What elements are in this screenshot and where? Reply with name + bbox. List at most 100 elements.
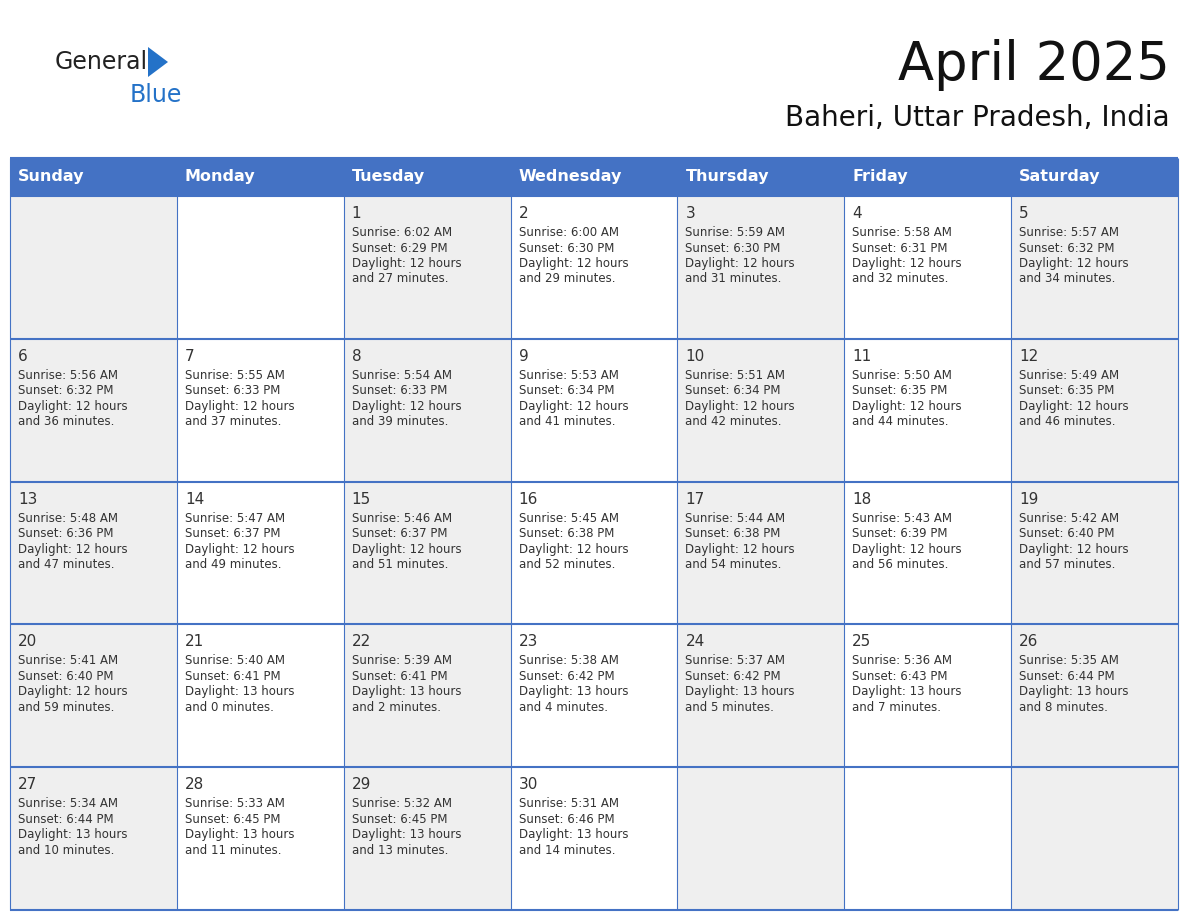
Text: Sunrise: 5:45 AM: Sunrise: 5:45 AM [519,511,619,524]
Text: 29: 29 [352,778,371,792]
Text: 14: 14 [185,492,204,507]
Text: Daylight: 12 hours: Daylight: 12 hours [519,543,628,555]
Bar [1011,624,1178,767]
Text: Daylight: 12 hours: Daylight: 12 hours [1019,400,1129,413]
Text: Blue: Blue [129,83,183,107]
Text: and 59 minutes.: and 59 minutes. [18,701,114,714]
Bar [511,339,677,482]
Text: Sunset: 6:32 PM: Sunset: 6:32 PM [18,385,114,397]
Text: Sunrise: 5:55 AM: Sunrise: 5:55 AM [185,369,285,382]
Bar [177,339,343,482]
Text: Sunset: 6:40 PM: Sunset: 6:40 PM [18,670,114,683]
Text: Sunrise: 5:38 AM: Sunrise: 5:38 AM [519,655,619,667]
Text: and 7 minutes.: and 7 minutes. [852,701,941,714]
Text: Sunset: 6:32 PM: Sunset: 6:32 PM [1019,241,1114,254]
Bar [845,767,1011,910]
Text: Sunrise: 5:48 AM: Sunrise: 5:48 AM [18,511,118,524]
Text: and 32 minutes.: and 32 minutes. [852,273,949,285]
Text: and 27 minutes.: and 27 minutes. [352,273,448,285]
Text: 7: 7 [185,349,195,364]
Text: 30: 30 [519,778,538,792]
Text: Sunrise: 5:33 AM: Sunrise: 5:33 AM [185,797,285,811]
Text: Thursday: Thursday [685,170,769,185]
Text: 11: 11 [852,349,872,364]
Text: 22: 22 [352,634,371,649]
Text: 1: 1 [352,206,361,221]
Text: and 29 minutes.: and 29 minutes. [519,273,615,285]
Bar [10,482,177,624]
Text: and 49 minutes.: and 49 minutes. [185,558,282,571]
Text: 6: 6 [18,349,27,364]
Bar [1011,196,1178,339]
Text: Daylight: 12 hours: Daylight: 12 hours [685,257,795,270]
Text: and 52 minutes.: and 52 minutes. [519,558,615,571]
Text: Sunrise: 5:47 AM: Sunrise: 5:47 AM [185,511,285,524]
Text: Daylight: 13 hours: Daylight: 13 hours [185,686,295,699]
Text: and 37 minutes.: and 37 minutes. [185,415,282,429]
Text: and 2 minutes.: and 2 minutes. [352,701,441,714]
Text: Sunset: 6:44 PM: Sunset: 6:44 PM [1019,670,1114,683]
Bar [10,339,177,482]
Bar [177,196,343,339]
Text: Sunset: 6:34 PM: Sunset: 6:34 PM [685,385,781,397]
Text: 3: 3 [685,206,695,221]
Polygon shape [148,47,168,77]
Text: and 46 minutes.: and 46 minutes. [1019,415,1116,429]
Text: Sunset: 6:39 PM: Sunset: 6:39 PM [852,527,948,540]
Text: Saturday: Saturday [1019,170,1100,185]
Bar [10,158,1178,196]
Text: and 10 minutes.: and 10 minutes. [18,844,114,856]
Text: 23: 23 [519,634,538,649]
Text: and 57 minutes.: and 57 minutes. [1019,558,1116,571]
Text: 13: 13 [18,492,37,507]
Text: Daylight: 12 hours: Daylight: 12 hours [352,543,461,555]
Text: and 47 minutes.: and 47 minutes. [18,558,114,571]
Text: Sunset: 6:37 PM: Sunset: 6:37 PM [185,527,280,540]
Text: and 13 minutes.: and 13 minutes. [352,844,448,856]
Text: Sunrise: 5:53 AM: Sunrise: 5:53 AM [519,369,619,382]
Bar [845,196,1011,339]
Text: Daylight: 12 hours: Daylight: 12 hours [352,257,461,270]
Text: Sunset: 6:45 PM: Sunset: 6:45 PM [352,812,447,825]
Text: Sunset: 6:44 PM: Sunset: 6:44 PM [18,812,114,825]
Text: Sunrise: 5:37 AM: Sunrise: 5:37 AM [685,655,785,667]
Text: and 51 minutes.: and 51 minutes. [352,558,448,571]
Text: 20: 20 [18,634,37,649]
Text: Sunrise: 5:31 AM: Sunrise: 5:31 AM [519,797,619,811]
Text: Friday: Friday [852,170,908,185]
Bar [511,196,677,339]
Text: Sunset: 6:34 PM: Sunset: 6:34 PM [519,385,614,397]
Bar [177,767,343,910]
Bar [1011,767,1178,910]
Text: Sunrise: 5:49 AM: Sunrise: 5:49 AM [1019,369,1119,382]
Text: Daylight: 13 hours: Daylight: 13 hours [1019,686,1129,699]
Bar [845,482,1011,624]
Text: Sunset: 6:33 PM: Sunset: 6:33 PM [185,385,280,397]
Text: Sunset: 6:42 PM: Sunset: 6:42 PM [685,670,781,683]
Text: and 34 minutes.: and 34 minutes. [1019,273,1116,285]
Text: Sunset: 6:38 PM: Sunset: 6:38 PM [519,527,614,540]
Text: Daylight: 12 hours: Daylight: 12 hours [18,400,127,413]
Text: Sunrise: 5:36 AM: Sunrise: 5:36 AM [852,655,953,667]
Text: and 0 minutes.: and 0 minutes. [185,701,273,714]
Text: Sunset: 6:42 PM: Sunset: 6:42 PM [519,670,614,683]
Bar [343,339,511,482]
Text: Sunrise: 5:58 AM: Sunrise: 5:58 AM [852,226,952,239]
Text: Sunrise: 5:39 AM: Sunrise: 5:39 AM [352,655,451,667]
Text: 8: 8 [352,349,361,364]
Text: Sunset: 6:38 PM: Sunset: 6:38 PM [685,527,781,540]
Text: and 4 minutes.: and 4 minutes. [519,701,607,714]
Text: April 2025: April 2025 [898,39,1170,91]
Text: Sunset: 6:45 PM: Sunset: 6:45 PM [185,812,280,825]
Text: 25: 25 [852,634,872,649]
Text: Sunrise: 5:42 AM: Sunrise: 5:42 AM [1019,511,1119,524]
Text: 9: 9 [519,349,529,364]
Bar [677,624,845,767]
Text: Sunrise: 5:56 AM: Sunrise: 5:56 AM [18,369,118,382]
Text: Sunset: 6:41 PM: Sunset: 6:41 PM [185,670,280,683]
Text: Sunrise: 5:44 AM: Sunrise: 5:44 AM [685,511,785,524]
Text: Daylight: 12 hours: Daylight: 12 hours [519,400,628,413]
Text: and 11 minutes.: and 11 minutes. [185,844,282,856]
Bar [1011,482,1178,624]
Text: Daylight: 13 hours: Daylight: 13 hours [519,686,628,699]
